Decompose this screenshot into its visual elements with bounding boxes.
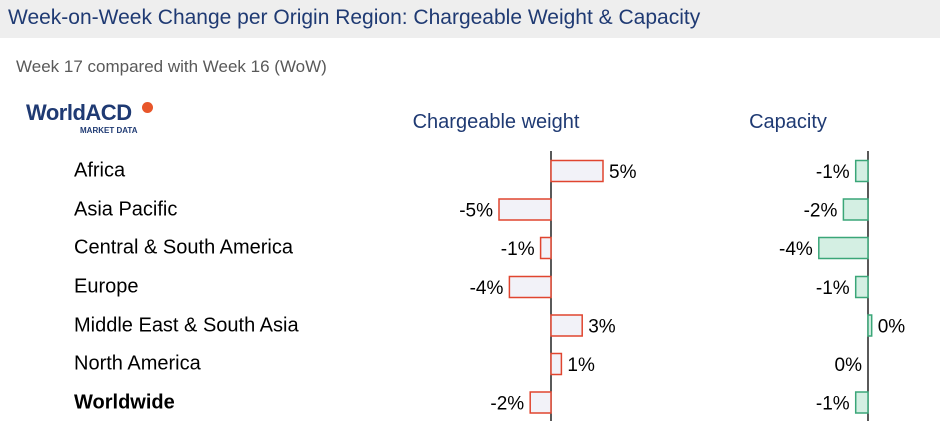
chargeable-weight-value-label-africa: 5% [609, 162, 637, 183]
capacity-value-label-asia-pacific: -2% [804, 201, 838, 222]
page-title: Week-on-Week Change per Origin Region: C… [8, 6, 701, 29]
capacity-value-label-middle-east-south-asia: 0% [878, 317, 906, 338]
logo-arrow-icon [142, 102, 153, 113]
chargeable-weight-bar-worldwide [529, 391, 552, 414]
chargeable-weight-bar-africa [550, 159, 604, 183]
capacity-bar-worldwide [854, 391, 869, 414]
capacity-bar-africa [854, 159, 869, 183]
worldacd-logo: WorldACD MARKET DATA [26, 100, 166, 140]
chargeable-weight-value-label-europe: -4% [470, 278, 504, 299]
region-label-asia-pacific: Asia Pacific [74, 198, 178, 220]
chargeable-weight-bar-north-america [550, 352, 563, 376]
chargeable-weight-heading: Chargeable weight [412, 111, 580, 133]
region-label-north-america: North America [74, 352, 201, 375]
capacity-heading: Capacity [749, 111, 827, 133]
capacity-value-label-europe: -1% [816, 278, 850, 299]
chargeable-weight-value-label-middle-east-south-asia: 3% [588, 317, 616, 338]
chargeable-weight-bar-europe [508, 275, 552, 299]
capacity-bar-europe [854, 275, 869, 299]
capacity-value-label-africa: -1% [816, 162, 850, 183]
logo-wordmark: WorldACD [26, 100, 132, 125]
chargeable-weight-bar-middle-east-south-asia [550, 314, 583, 337]
capacity-value-label-north-america: 0% [835, 355, 863, 376]
region-label-europe: Europe [74, 275, 139, 298]
capacity-value-label-central-south-america: -4% [779, 239, 813, 260]
logo-tagline: MARKET DATA [80, 126, 138, 135]
chargeable-weight-value-label-worldwide: -2% [490, 394, 524, 415]
chargeable-weight-value-label-north-america: 1% [567, 355, 595, 376]
chargeable-weight-bar-asia-pacific [498, 198, 552, 221]
capacity-bar-asia-pacific [842, 198, 869, 221]
subtitle: Week 17 compared with Week 16 (WoW) [16, 57, 327, 76]
capacity-bar-middle-east-south-asia [867, 314, 873, 337]
chargeable-weight-bar-central-south-america [539, 236, 552, 260]
region-label-worldwide: Worldwide [74, 391, 175, 413]
region-label-africa: Africa [74, 159, 126, 182]
capacity-value-label-worldwide: -1% [816, 394, 850, 415]
chargeable-weight-value-label-asia-pacific: -5% [459, 201, 493, 222]
region-label-middle-east-south-asia: Middle East & South Asia [74, 314, 299, 336]
chargeable-weight-value-label-central-south-america: -1% [501, 239, 535, 260]
capacity-bar-central-south-america [818, 236, 869, 260]
title-bar: Week-on-Week Change per Origin Region: C… [0, 0, 940, 38]
region-label-central-south-america: Central & South America [74, 236, 293, 259]
